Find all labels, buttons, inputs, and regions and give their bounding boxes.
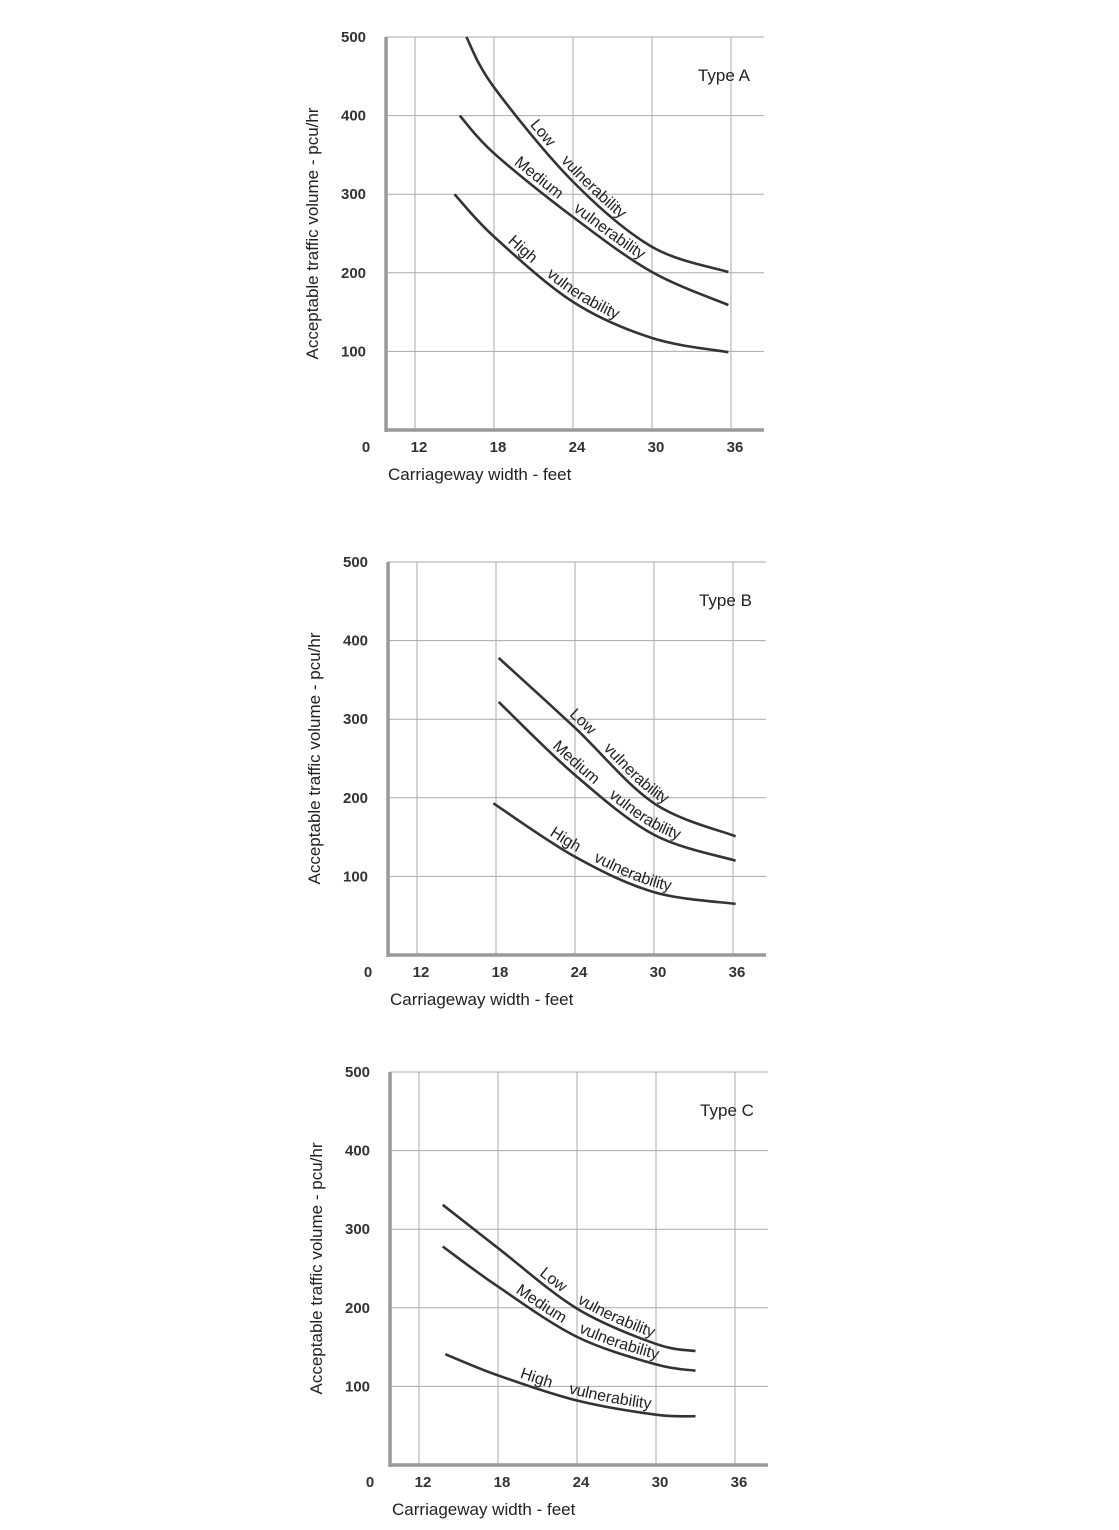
origin-label: 0 <box>366 1474 374 1491</box>
y-tick-label: 300 <box>343 711 368 728</box>
series-line <box>453 193 729 354</box>
chart-type-a: 12 18 24 30 36 100 200 300 400 500 0 Carriageway wi… <box>303 29 764 484</box>
y-tick-label: 200 <box>343 790 368 807</box>
x-axis-label: Carriageway width - feet <box>392 1500 576 1519</box>
series-line <box>458 114 729 307</box>
x-tick-label: 36 <box>731 1474 748 1491</box>
series-line <box>497 700 737 862</box>
chart-type-b: 12 18 24 30 36 100 200 300 400 500 0 Carriageway wi… <box>305 554 766 1009</box>
y-tick-label: 400 <box>341 108 366 125</box>
y-tick-label: 500 <box>345 1064 370 1081</box>
chart-type-c: 12 18 24 30 36 100 200 300 400 500 0 Carriageway wi… <box>307 1064 768 1519</box>
series-line <box>441 1245 696 1372</box>
series-label-text: High vulnerability <box>505 232 622 323</box>
series-line <box>441 1203 696 1353</box>
y-tick-label: 500 <box>341 29 366 46</box>
x-tick-label: 18 <box>492 964 509 981</box>
chart-title: Type B <box>699 591 752 610</box>
y-axis-label: Acceptable traffic volume - pcu/hr <box>305 632 324 884</box>
x-tick-label: 12 <box>411 439 428 456</box>
x-tick-label: 30 <box>652 1474 669 1491</box>
y-tick-label: 300 <box>345 1221 370 1238</box>
y-axis-label: Acceptable traffic volume - pcu/hr <box>307 1142 326 1394</box>
x-tick-label: 36 <box>727 439 744 456</box>
x-tick-label: 30 <box>648 439 665 456</box>
y-tick-label: 200 <box>341 265 366 282</box>
x-tick-label: 18 <box>490 439 507 456</box>
x-tick-label: 12 <box>413 964 430 981</box>
series-line <box>465 36 729 274</box>
x-tick-label: 30 <box>650 964 667 981</box>
origin-label: 0 <box>364 964 372 981</box>
x-tick-label: 24 <box>573 1474 590 1491</box>
x-tick-label: 12 <box>415 1474 432 1491</box>
y-tick-label: 100 <box>341 343 366 360</box>
x-axis-label: Carriageway width - feet <box>388 465 572 484</box>
series-line <box>492 802 736 906</box>
x-tick-label: 36 <box>729 964 746 981</box>
y-tick-label: 100 <box>343 868 368 885</box>
x-tick-label: 18 <box>494 1474 511 1491</box>
y-tick-label: 500 <box>343 554 368 571</box>
series-line <box>444 1352 696 1418</box>
y-tick-label: 200 <box>345 1300 370 1317</box>
x-tick-label: 24 <box>571 964 588 981</box>
x-tick-label: 24 <box>569 439 586 456</box>
origin-label: 0 <box>362 439 370 456</box>
series-label: High vulnerability <box>505 232 622 323</box>
y-tick-label: 400 <box>343 633 368 650</box>
y-tick-label: 300 <box>341 186 366 203</box>
series-line <box>497 656 737 838</box>
x-axis-label: Carriageway width - feet <box>390 990 574 1009</box>
y-tick-label: 400 <box>345 1143 370 1160</box>
y-tick-label: 100 <box>345 1378 370 1395</box>
chart-title: Type A <box>698 66 751 85</box>
y-axis-label: Acceptable traffic volume - pcu/hr <box>303 107 322 359</box>
chart-title: Type C <box>700 1101 754 1120</box>
